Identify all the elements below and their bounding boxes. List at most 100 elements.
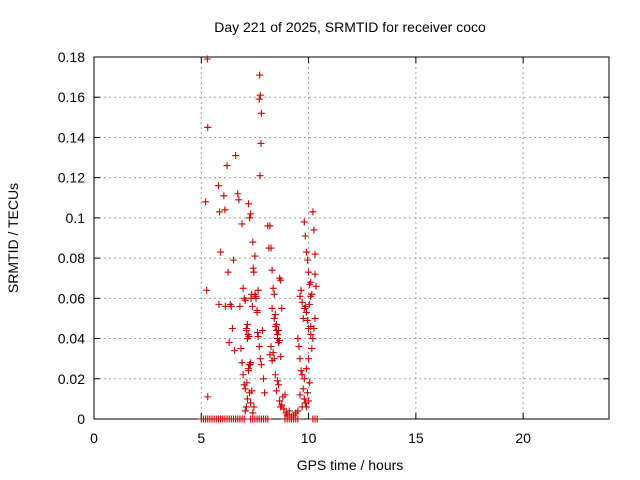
data-point-marker: [204, 393, 212, 401]
data-point-marker: [299, 385, 307, 393]
x-tick-label: 15: [408, 430, 424, 446]
data-point-marker: [272, 387, 280, 395]
data-point-marker: [306, 300, 314, 308]
data-point-marker: [294, 335, 302, 343]
y-tick-label: 0.14: [58, 129, 85, 145]
y-tick-label: 0.06: [58, 290, 85, 306]
data-point-marker: [296, 355, 304, 363]
data-point-marker: [270, 314, 278, 322]
data-point-marker: [240, 415, 248, 423]
data-point-marker: [271, 310, 279, 318]
data-point-marker: [231, 347, 239, 355]
data-point-marker: [312, 282, 320, 290]
x-tick-label: 10: [301, 430, 317, 446]
data-point-marker: [264, 415, 272, 423]
data-point-marker: [297, 286, 305, 294]
y-tick-label: 0.08: [58, 250, 85, 266]
data-point-marker: [245, 200, 252, 208]
data-point-marker: [241, 407, 249, 415]
data-point-marker: [269, 284, 277, 292]
data-point-marker: [311, 314, 319, 322]
data-point-marker: [307, 278, 315, 286]
data-point-marker: [238, 359, 246, 367]
data-point-marker: [221, 206, 229, 214]
data-point-marker: [225, 339, 233, 347]
y-tick-label: 0.18: [58, 49, 85, 65]
data-point-marker: [247, 210, 255, 218]
data-point-marker: [256, 91, 264, 99]
data-point-marker: [295, 343, 303, 351]
data-point-marker: [251, 252, 259, 260]
data-point-marker: [306, 379, 314, 387]
data-point-marker: [242, 403, 250, 411]
data-point-marker: [311, 270, 319, 278]
data-point-marker: [243, 395, 251, 403]
data-point-marker: [257, 361, 265, 369]
data-point-marker: [254, 286, 262, 294]
y-tick-label: 0.02: [58, 371, 85, 387]
data-point-marker: [299, 314, 307, 322]
chart-title: Day 221 of 2025, SRMTID for receiver coc…: [214, 19, 486, 35]
x-axis-label: GPS time / hours: [297, 457, 404, 473]
data-point-marker: [270, 290, 278, 298]
data-point-marker: [256, 71, 264, 79]
data-point-marker: [238, 220, 246, 228]
data-point-marker: [224, 268, 232, 276]
data-point-marker: [304, 256, 312, 264]
data-point-marker: [228, 325, 236, 332]
data-point-marker: [229, 256, 237, 264]
data-point-marker: [302, 308, 310, 316]
data-point-marker: [294, 407, 302, 415]
data-point-marker: [307, 331, 315, 339]
y-tick-label: 0.12: [58, 170, 85, 186]
data-point-marker: [273, 331, 281, 339]
data-point-marker: [277, 276, 285, 284]
data-point-marker: [257, 109, 265, 117]
data-point-marker: [280, 405, 288, 413]
data-point-marker: [294, 415, 302, 423]
data-point-marker: [223, 162, 231, 170]
data-point-marker: [272, 327, 280, 335]
data-point-marker: [310, 226, 318, 234]
data-point-marker: [305, 397, 313, 405]
data-point-marker: [313, 415, 321, 423]
data-point-marker: [271, 322, 279, 330]
data-point-marker: [246, 214, 254, 222]
data-point-marker: [243, 320, 251, 328]
data-point-marker: [285, 407, 293, 415]
data-point-marker: [214, 182, 222, 190]
data-point-marker: [249, 409, 257, 417]
data-point-marker: [237, 345, 245, 353]
data-point-marker: [268, 266, 276, 274]
axis-ticks: 0 0.02 0.04 0.06 0.08 0.1 0.12 0.14 0.16 0.18 0 5 10…: [58, 49, 609, 446]
data-point-marker: [236, 302, 244, 310]
data-point-marker: [215, 300, 223, 308]
x-tick-label: 20: [515, 430, 531, 446]
data-point-marker: [234, 190, 242, 198]
data-point-marker: [241, 385, 249, 393]
data-point-marker: [304, 316, 312, 324]
data-point-marker: [247, 399, 255, 407]
data-point-marker: [275, 381, 283, 389]
data-point-marker: [308, 290, 316, 298]
data-point-marker: [248, 387, 256, 395]
data-point-marker: [298, 298, 306, 306]
y-tick-label: 0: [77, 411, 85, 427]
data-point-marker: [277, 353, 285, 361]
data-point-marker: [255, 95, 263, 103]
data-point-marker: [298, 371, 306, 379]
data-point-marker: [204, 123, 212, 131]
data-point-marker: [235, 196, 243, 204]
data-point-marker: [227, 302, 235, 310]
data-point-marker: [220, 192, 228, 200]
data-point-marker: [276, 397, 284, 405]
data-point-marker: [300, 218, 308, 226]
data-point-marker: [254, 329, 262, 337]
data-point-marker: [256, 172, 264, 180]
data-point-marker: [297, 367, 305, 375]
data-point-marker: [267, 244, 275, 252]
data-point-marker: [242, 327, 250, 335]
data-point-marker: [309, 335, 317, 343]
data-point-marker: [249, 264, 257, 272]
